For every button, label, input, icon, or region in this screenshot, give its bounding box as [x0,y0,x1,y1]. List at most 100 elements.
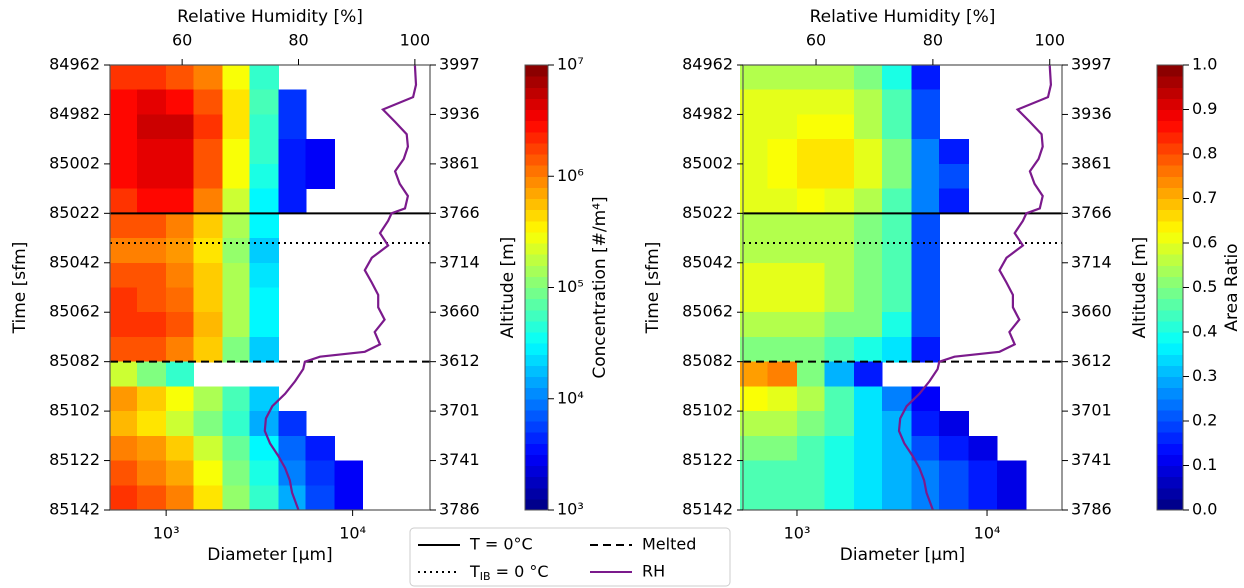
heatmap-cell [249,287,280,313]
heatmap-cell [854,411,883,437]
colorbar-band [525,332,548,344]
heatmap-cell [305,139,336,165]
heatmap-cell [166,336,194,363]
colorbar-band [1157,320,1183,333]
heatmap-cell [767,336,798,363]
heatmap-cell [824,411,855,437]
heatmap-cell [193,89,223,116]
heatmap-cell [739,89,769,116]
heatmap-cell [911,213,940,239]
heatmap-cell [305,163,336,190]
heatmap-cell [739,114,769,140]
colorbar-band [525,176,548,188]
y-tick-label: 85142 [49,500,100,519]
heatmap-cell [278,139,307,165]
heatmap-cell [193,287,223,313]
heatmap-cell [881,411,913,437]
colorbar-band [525,454,548,466]
colorbar-band [1157,298,1183,311]
colorbar-tick-label: 1.0 [1192,55,1217,74]
x2-tick-label: 80 [923,31,943,50]
heatmap-cell [767,262,798,289]
colorbar-band [1157,454,1183,466]
heatmap-cell [767,114,798,140]
heatmap-cell [939,411,970,437]
heatmap-cell [110,114,138,140]
colorbar-band [525,432,548,444]
y-tick-label: 85002 [682,153,733,172]
heatmap-cell [110,485,138,511]
heatmap-cell [767,163,798,190]
colorbar-band [525,165,548,177]
y-tick-label: 85042 [682,252,733,271]
heatmap-cell [881,336,913,363]
heatmap-cell [249,460,280,486]
heatmap-cell [767,386,798,412]
heatmap-cell [824,213,855,239]
x-tick-label: 10⁴ [339,524,366,543]
x2-axis-label: Relative Humidity [%] [177,7,363,27]
heatmap-cell [193,435,223,462]
heatmap-cell [824,139,855,165]
heatmap-cell [166,287,194,313]
colorbar-band [525,487,548,500]
y-tick-label: 85062 [682,302,733,321]
heatmap-cell [824,312,855,338]
colorbar-band [525,421,548,433]
heatmap-cell [881,386,913,412]
colorbar-tick-label: 0.6 [1192,233,1217,252]
y2-tick-label: 3997 [439,55,480,74]
heatmap-cell [796,139,826,165]
x2-tick-label: 100 [400,31,431,50]
heatmap-cell [110,188,138,214]
heatmap-cell [249,114,280,140]
heatmap-cell [911,435,940,462]
heatmap-cell [193,114,223,140]
colorbar-band [525,498,548,511]
colorbar-band [1157,332,1183,344]
colorbar-band [1157,231,1183,244]
heatmap-cell [939,163,970,190]
heatmap-cell [911,312,940,338]
heatmap-cell [222,287,251,313]
colorbar-band [1157,409,1183,422]
heatmap-cell [222,114,251,140]
heatmap-cell [249,336,280,363]
y-tick-label: 84982 [49,104,100,123]
heatmap-cell [767,411,798,437]
y-tick-label: 85082 [49,351,100,370]
heatmap-cell [767,361,798,387]
heatmap-cell [278,411,307,437]
colorbar-band [1157,76,1183,88]
heatmap-cell [854,65,883,91]
heatmap-cell [222,312,251,338]
colorbar-band [1157,254,1183,266]
heatmap-cell [881,65,913,91]
heatmap-cell [137,89,167,116]
heatmap-cell [166,65,194,91]
heatmap-cell [305,460,336,486]
heatmap-cell [767,213,798,239]
heatmap-cell [854,163,883,190]
colorbar-band [1157,165,1183,177]
heatmap-cell [193,139,223,165]
heatmap-cell [166,361,194,387]
heatmap-cell [796,238,826,264]
heatmap-cell [166,411,194,437]
heatmap-cell [881,287,913,313]
heatmap [110,65,364,511]
heatmap-cell [824,238,855,264]
heatmap-cell [222,460,251,486]
heatmap-cell [222,65,251,91]
heatmap-cell [854,312,883,338]
heatmap-cell [193,336,223,363]
heatmap-cell [222,163,251,190]
heatmap-cell [137,386,167,412]
heatmap-cell [137,287,167,313]
heatmap-cell [110,336,138,363]
heatmap-cell [193,262,223,289]
heatmap-cell [166,89,194,116]
heatmap-cell [824,361,855,387]
y2-tick-label: 3741 [1071,450,1112,469]
